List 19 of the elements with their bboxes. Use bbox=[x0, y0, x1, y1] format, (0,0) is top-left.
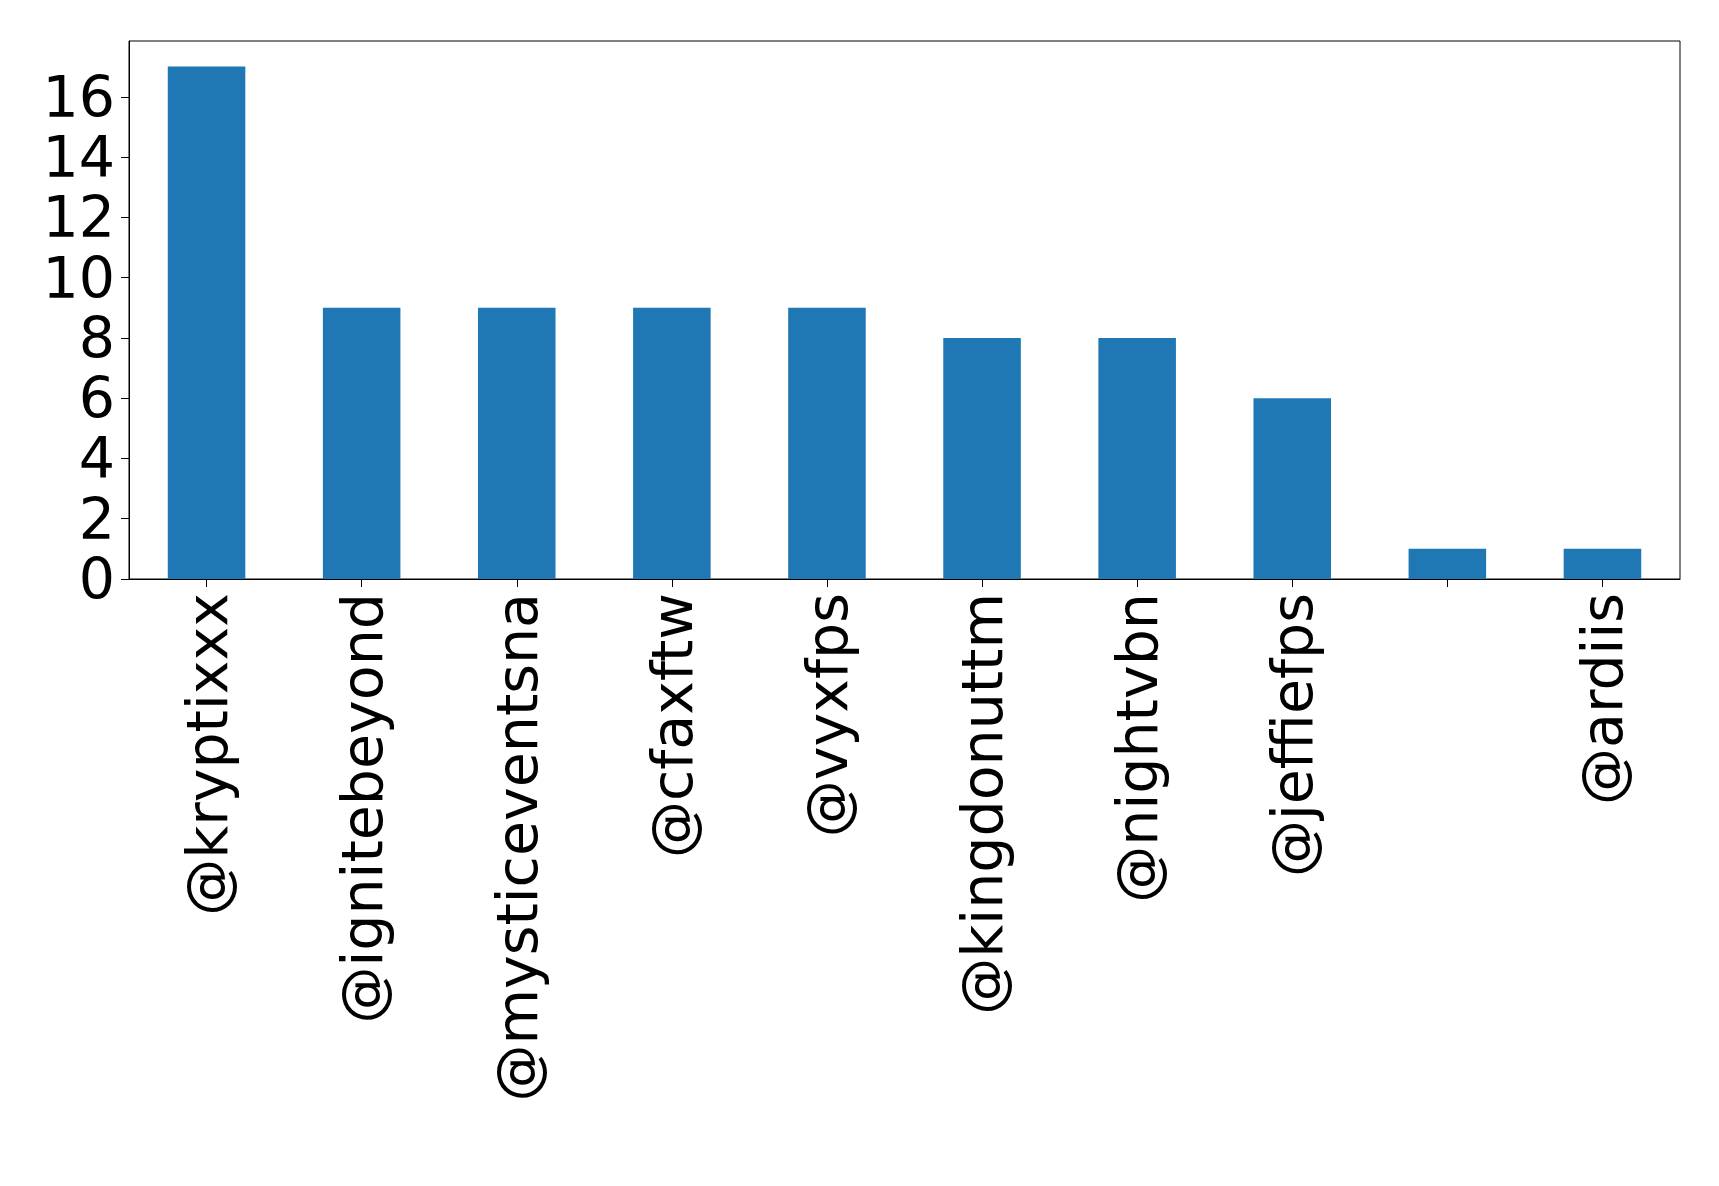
bar bbox=[1563, 548, 1642, 579]
x-tick-label: @jeffiefps bbox=[1259, 593, 1326, 878]
x-tick-label: @cfaxftw bbox=[638, 593, 705, 859]
x-tick-label: @mysticeventsna bbox=[483, 593, 550, 1102]
bar bbox=[1408, 548, 1487, 579]
x-tick-label: @ardiis bbox=[1569, 593, 1636, 805]
bar bbox=[1098, 337, 1176, 579]
x-tick-label: @nightvbn bbox=[1104, 593, 1171, 903]
bar bbox=[788, 307, 866, 579]
bar bbox=[322, 307, 401, 579]
bar bbox=[1253, 398, 1332, 579]
x-tick-label: @kingdonuttm bbox=[949, 593, 1016, 1015]
x-tick-label: @kryptixxx bbox=[173, 593, 240, 916]
bar bbox=[943, 337, 1021, 579]
bar bbox=[477, 307, 556, 579]
bar bbox=[633, 307, 711, 579]
x-tick-label: @ignitebeyond bbox=[328, 593, 395, 1024]
x-tick-label: @vyxfps bbox=[793, 593, 860, 838]
bar bbox=[167, 66, 246, 579]
